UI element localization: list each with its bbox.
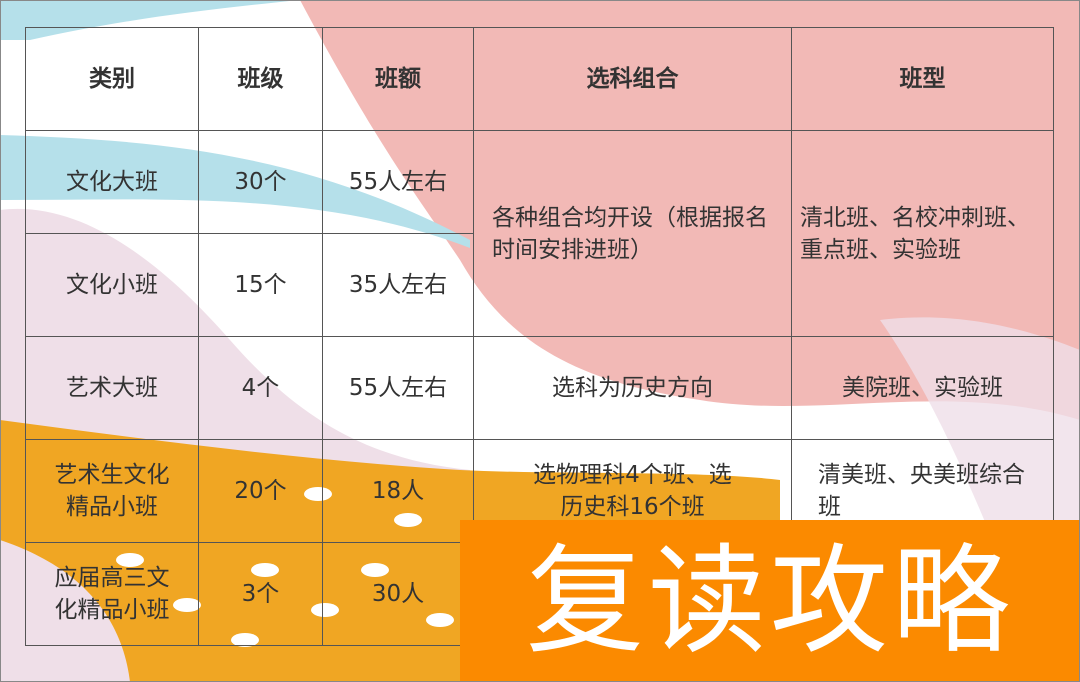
- cell-subjects: 选科为历史方向: [473, 336, 792, 440]
- table-row: 文化小班 15个 35人左右: [25, 233, 1054, 337]
- cell-category: 文化小班: [25, 233, 199, 337]
- header-row: 类别 班级 班额 选科组合 班型: [25, 27, 1054, 131]
- cell-classes: 3个: [198, 542, 323, 646]
- cell-category: 文化大班: [25, 130, 199, 234]
- cell-subjects-merged: 各种组合均开设（根据报名时间安排进班）: [473, 130, 792, 337]
- cell-type: 美院班、实验班: [791, 336, 1054, 440]
- cell-classes: 30个: [198, 130, 323, 234]
- cell-classes: 20个: [198, 439, 323, 543]
- cell-category: 应届高三文化精品小班: [25, 542, 199, 646]
- cell-size: 55人左右: [322, 336, 474, 440]
- header-category: 类别: [25, 27, 199, 131]
- header-classes: 班级: [198, 27, 323, 131]
- table-row: 文化大班 30个 55人左右 各种组合均开设（根据报名时间安排进班） 清北班、名…: [25, 130, 1054, 337]
- header-size: 班额: [322, 27, 474, 131]
- header-subjects: 选科组合: [473, 27, 792, 131]
- cell-type-merged: 清北班、名校冲刺班、重点班、实验班: [791, 130, 1054, 337]
- cell-size: 30人: [322, 542, 474, 646]
- title-banner: 复读攻略: [460, 520, 1080, 682]
- cell-size: 18人: [322, 439, 474, 543]
- cell-category: 艺术大班: [25, 336, 199, 440]
- class-table: 类别 班级 班额 选科组合 班型 文化大班 30个 55人左右 各种组合均开设（…: [25, 27, 1054, 646]
- cell-size: 35人左右: [322, 233, 474, 337]
- cell-size: 55人左右: [322, 130, 474, 234]
- cell-classes: 15个: [198, 233, 323, 337]
- cell-category: 艺术生文化精品小班: [25, 439, 199, 543]
- header-type: 班型: [791, 27, 1054, 131]
- table-row: 艺术大班 4个 55人左右 选科为历史方向 美院班、实验班: [25, 336, 1054, 440]
- cell-classes: 4个: [198, 336, 323, 440]
